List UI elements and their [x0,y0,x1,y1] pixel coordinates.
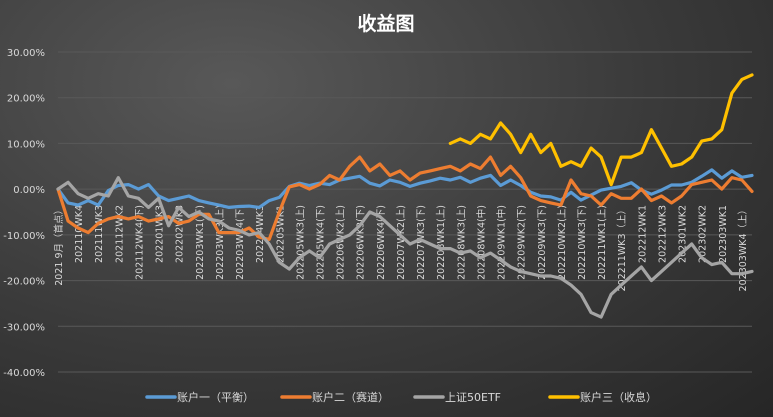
x-tick-label: 202212WK3 [657,205,668,263]
x-tick-label: 202205WK4(下) [316,205,327,280]
x-tick-label: 202205WK3(上) [295,205,306,280]
legend-label: 账户一（平衡） [177,390,254,404]
series-line-1 [56,168,754,209]
y-axis-labels: 30.00% 20.00% 10.00% 0.00% -10.00% -20.00% -30… [3,48,45,379]
x-tick-label: 202203WK3(上) [215,205,226,280]
x-tick-label: 202110WK4 [74,205,85,263]
x-tick-label: 2021 9月（首点） [53,205,65,286]
series-lines [56,73,754,319]
series-line-4 [448,73,754,187]
x-tick-label: 202302WK2 [698,205,709,263]
legend-label: 账户三（收息） [580,390,657,404]
y-tick-label: -20.00% [3,277,45,288]
x-tick-label: 202208WK4(中) [475,205,487,280]
x-tick-label: 202111WK3 [94,205,105,263]
y-tick-label: 10.00% [7,139,45,150]
x-tick-label: 202201WK3 [155,205,166,263]
x-tick-label: 202208WK1(上) [436,205,447,280]
grid-lines [58,51,752,373]
x-tick-label: 202203WK4(下) [235,205,246,280]
chart-title: 收益图 [357,12,414,35]
x-tick-label: 202210WK2(上) [557,205,568,280]
x-tick-label: 202112WK4(下) [134,205,145,280]
x-tick-label: 202211WK1(上) [597,205,608,280]
x-tick-label: 202303WK4（上） [737,205,749,291]
x-tick-label: 202203WK1(下) [195,205,206,280]
legend-label: 账户二（赛道） [312,390,389,404]
y-tick-label: -10.00% [3,231,45,242]
legend-item: 上证50ETF [413,391,501,404]
legend-item: 账户一（平衡） [145,390,254,404]
x-tick-label: 202210WK3(下) [577,205,588,280]
x-tick-label: 202206WK4(下) [376,205,387,280]
x-tick-label: 202205WK1 [275,205,286,263]
x-tick-label: 202208WK3(上) [456,205,467,280]
x-tick-label: 202202WK3 [175,205,186,263]
y-tick-label: -30.00% [3,322,45,333]
series-line-2 [56,155,754,241]
x-tick-label: 202112WK2 [114,205,125,263]
x-tick-label: 202207WK2(上) [396,205,407,280]
legend: 账户一（平衡） 账户二（赛道） 上证50ETF 账户三（收息） [145,390,657,404]
x-tick-label: 202207WK3(下) [416,205,427,280]
x-tick-label: 202209WK1(中) [496,205,508,280]
y-tick-label: -40.00% [3,368,45,379]
x-tick-label: 202209WK2(下) [517,205,528,280]
y-tick-label: 20.00% [7,94,45,105]
legend-item: 账户二（赛道） [280,390,389,404]
legend-item: 账户三（收息） [548,390,657,404]
x-tick-label: 202303WK1 [718,205,729,263]
y-tick-label: 30.00% [7,48,45,59]
x-tick-label: 202206WK2(上) [336,205,347,280]
x-tick-label: 202206WK3(下) [356,205,367,280]
series-line-3 [56,176,754,319]
legend-label: 上证50ETF [445,391,501,404]
x-tick-label: 202212WK1 [637,205,648,263]
x-tick-label: 202301WK2 [678,205,689,263]
y-tick-label: 0.00% [13,185,45,196]
x-tick-label: 202211WK3（上） [616,205,628,291]
x-tick-label: 202209WK3(下) [537,205,548,280]
